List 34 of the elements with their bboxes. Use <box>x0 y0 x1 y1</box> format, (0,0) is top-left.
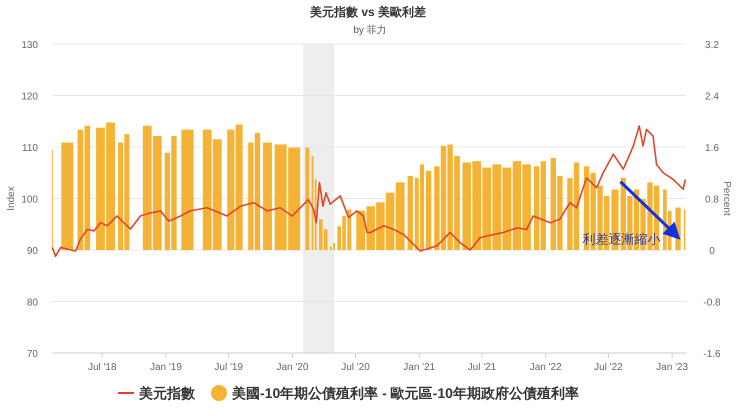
y-tick-label: 80 <box>26 298 38 308</box>
x-tick-label: Jul '20 <box>341 362 370 373</box>
y2-tick-label: 0.8 <box>705 194 720 206</box>
x-tick-label: Jul '21 <box>468 362 497 373</box>
chart-title: 美元指數 vs 美歐利差 <box>308 5 426 19</box>
chart-subtitle: by 菲力 <box>353 24 387 36</box>
x-tick-label: Jan '22 <box>530 362 562 373</box>
y-tick-label: 70 <box>26 349 38 360</box>
x-tick-label: Jan '19 <box>150 362 182 373</box>
y-tick-label: 90 <box>26 246 38 257</box>
legend-label: 美元指數 <box>138 385 196 401</box>
y-axis-title: Index <box>6 186 17 211</box>
bar <box>408 176 413 250</box>
x-tick-label: Jan '21 <box>403 362 436 373</box>
y-tick-label: 120 <box>21 92 38 102</box>
y2-tick-label: 2.4 <box>705 92 720 102</box>
y-tick-label: 100 <box>21 194 38 206</box>
line-series <box>52 125 686 257</box>
legend-label: 美國-10年期公債殖利率 - 歐元區-10年期政府公債殖利率 <box>231 385 579 401</box>
bar <box>305 148 310 250</box>
x-tick-label: Jan '23 <box>656 362 689 373</box>
y2-tick-label: -1.6 <box>703 349 722 360</box>
x-tick-label: Jul '19 <box>214 362 244 373</box>
y-tick-label: 130 <box>21 40 38 51</box>
x-tick-label: Jan '20 <box>276 362 309 373</box>
x-tick-label: Jul '18 <box>88 362 117 373</box>
y-tick-label: 110 <box>22 143 38 154</box>
bar <box>426 170 432 250</box>
x-tick-label: Jul '22 <box>594 362 624 373</box>
y2-tick-label: 1.6 <box>705 143 720 154</box>
y2-axis-title: Percent <box>721 181 732 216</box>
y2-tick-label: 0 <box>709 246 716 257</box>
y2-tick-label: -0.8 <box>703 298 722 308</box>
y2-tick-label: 3.2 <box>705 40 720 51</box>
